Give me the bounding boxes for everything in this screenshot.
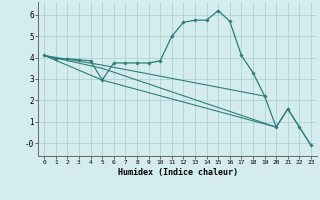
X-axis label: Humidex (Indice chaleur): Humidex (Indice chaleur) — [118, 168, 238, 177]
